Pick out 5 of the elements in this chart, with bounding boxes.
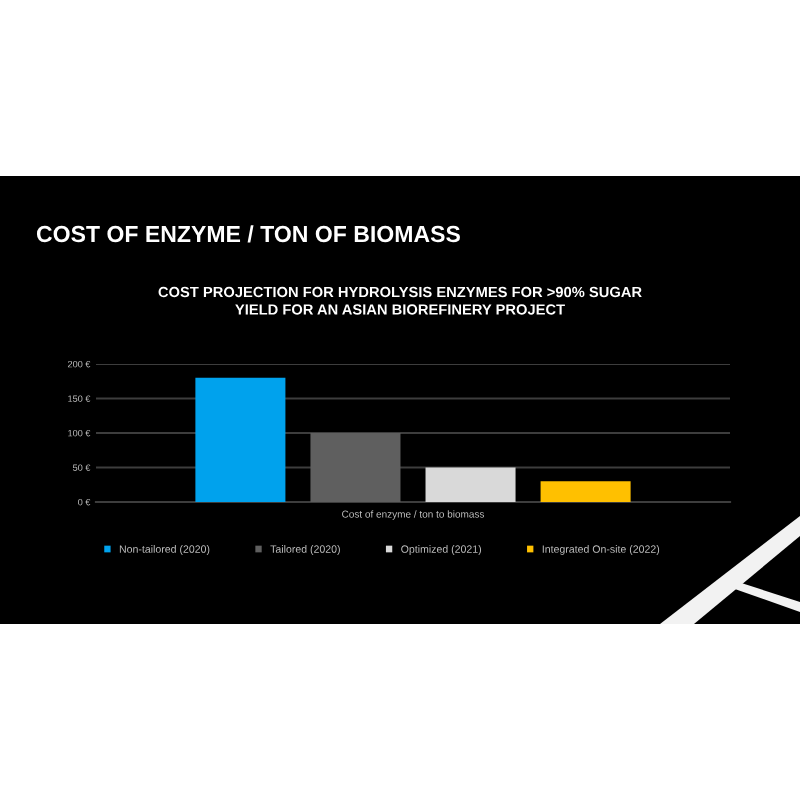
chart-title: COST OF ENZYME / TON OF BIOMASS bbox=[36, 225, 460, 243]
bar bbox=[310, 433, 401, 502]
bar bbox=[425, 467, 516, 502]
bar bbox=[195, 377, 286, 502]
bar bbox=[540, 481, 631, 502]
